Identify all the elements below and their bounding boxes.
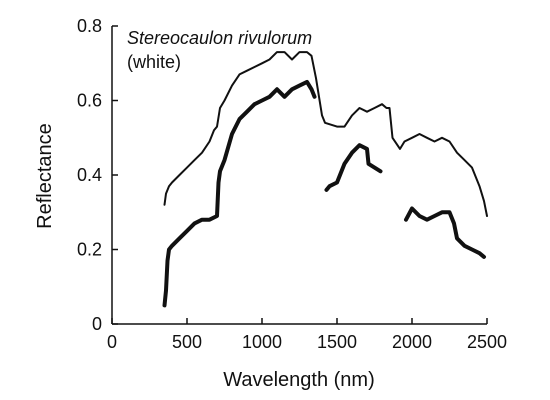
x-tick-label: 2500 [467,332,507,352]
y-axis-title: Reflectance [34,123,56,229]
x-axis-title: Wavelength (nm) [223,369,375,391]
y-tick-label: 0.8 [77,16,102,36]
y-tick-label: 0.4 [77,165,102,185]
thick-spectrum-segment-3 [404,206,486,259]
ticks-layer: 0 500 1000 1500 2000 2500 0 0.2 0.4 0.6 0.8 [77,16,507,352]
thin-spectrum-segment-1 [163,51,488,217]
x-tick-label: 1500 [317,332,357,352]
y-tick-label: 0 [92,314,102,334]
x-tick-label: 0 [107,332,117,352]
y-tick-label: 0.2 [77,240,102,260]
annotation-color: (white) [127,52,181,72]
y-tick-label: 0.6 [77,91,102,111]
thick-spectrum-segment-1 [162,79,317,308]
x-tick-label: 500 [172,332,202,352]
x-tick-label: 2000 [392,332,432,352]
thick-spectrum-segment-2 [324,143,383,192]
annotation-species: Stereocaulon rivulorum [127,28,312,48]
plot-layer [162,51,488,308]
x-tick-label: 1000 [242,332,282,352]
axes-layer: 0 500 1000 1500 2000 2500 0 0.2 0.4 0.6 0.8 Wavele… [34,16,507,391]
